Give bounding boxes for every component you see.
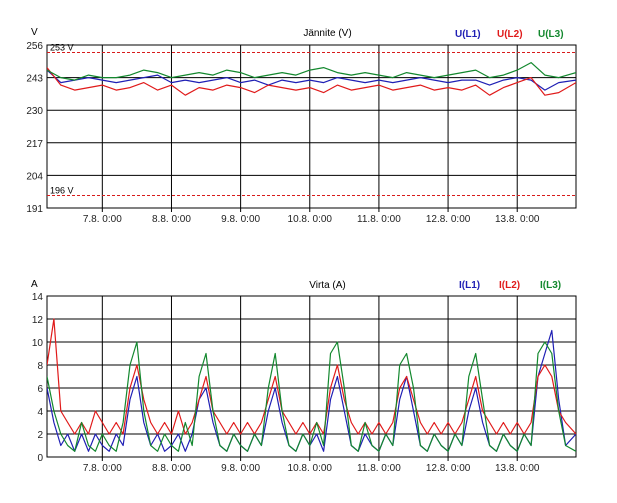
series-line bbox=[47, 67, 576, 96]
y-tick-label: 12 bbox=[32, 315, 44, 326]
current-chart: 0 2 4 6 8 10 12 14 7.8. 0:00 8.8. 0:00 9.8. 0:00 10… bbox=[31, 279, 577, 474]
x-tick-label: 7.8. 0:00 bbox=[83, 463, 122, 474]
x-tick-label: 7.8. 0:00 bbox=[83, 214, 122, 225]
y-tick-label: 10 bbox=[32, 338, 44, 349]
y-tick-label: 191 bbox=[26, 204, 43, 215]
legend-entry: I(L1) bbox=[459, 280, 480, 291]
voltage-chart: 191 204 217 230 243 256 7.8. 0:00 8.8. 0:00 9.8.… bbox=[26, 27, 577, 225]
y-tick-label: 230 bbox=[26, 106, 43, 117]
y-tick-label: 2 bbox=[37, 430, 43, 441]
y-tick-label: 217 bbox=[26, 139, 43, 150]
x-tick-label: 9.8. 0:00 bbox=[221, 214, 260, 225]
x-tick-label: 8.8. 0:00 bbox=[152, 463, 191, 474]
y-tick-label: 0 bbox=[37, 453, 43, 464]
x-tick-label: 12.8. 0:00 bbox=[426, 214, 471, 225]
legend-entry: U(L1) bbox=[455, 29, 481, 40]
x-tick-label: 10.8. 0:00 bbox=[288, 463, 333, 474]
series-line bbox=[47, 341, 576, 452]
y-tick-label: 8 bbox=[37, 361, 43, 372]
x-tick-label: 13.8. 0:00 bbox=[495, 214, 540, 225]
reference-label: 253 V bbox=[50, 43, 74, 53]
y-unit-label: A bbox=[31, 279, 38, 290]
y-unit-label: V bbox=[31, 27, 38, 38]
y-tick-label: 243 bbox=[26, 74, 43, 85]
x-tick-label: 11.8. 0:00 bbox=[357, 463, 401, 474]
x-tick-label: 9.8. 0:00 bbox=[221, 463, 260, 474]
plot-frame bbox=[46, 44, 577, 209]
series-group bbox=[47, 61, 576, 96]
x-tick-label: 12.8. 0:00 bbox=[426, 463, 471, 474]
legend-entry: U(L3) bbox=[538, 29, 564, 40]
series-line bbox=[47, 318, 576, 435]
x-tick-label: 11.8. 0:00 bbox=[357, 214, 401, 225]
series-group bbox=[47, 318, 576, 452]
x-tick-label: 10.8. 0:00 bbox=[288, 214, 333, 225]
legend-entry: I(L3) bbox=[540, 280, 561, 291]
y-tick-label: 6 bbox=[37, 384, 43, 395]
x-tick-label: 8.8. 0:00 bbox=[152, 214, 191, 225]
legend-entry: U(L2) bbox=[497, 29, 523, 40]
chart-title: Jännite (V) bbox=[303, 28, 351, 39]
y-tick-label: 14 bbox=[32, 292, 44, 303]
legend-entry: I(L2) bbox=[499, 280, 520, 291]
y-tick-label: 4 bbox=[37, 407, 43, 418]
y-tick-label: 204 bbox=[26, 171, 43, 182]
series-line bbox=[47, 61, 576, 81]
reference-label: 196 V bbox=[50, 185, 74, 195]
x-tick-label: 13.8. 0:00 bbox=[495, 463, 540, 474]
y-tick-label: 256 bbox=[26, 41, 43, 52]
series-line bbox=[47, 69, 576, 91]
chart-title: Virta (A) bbox=[309, 280, 346, 291]
